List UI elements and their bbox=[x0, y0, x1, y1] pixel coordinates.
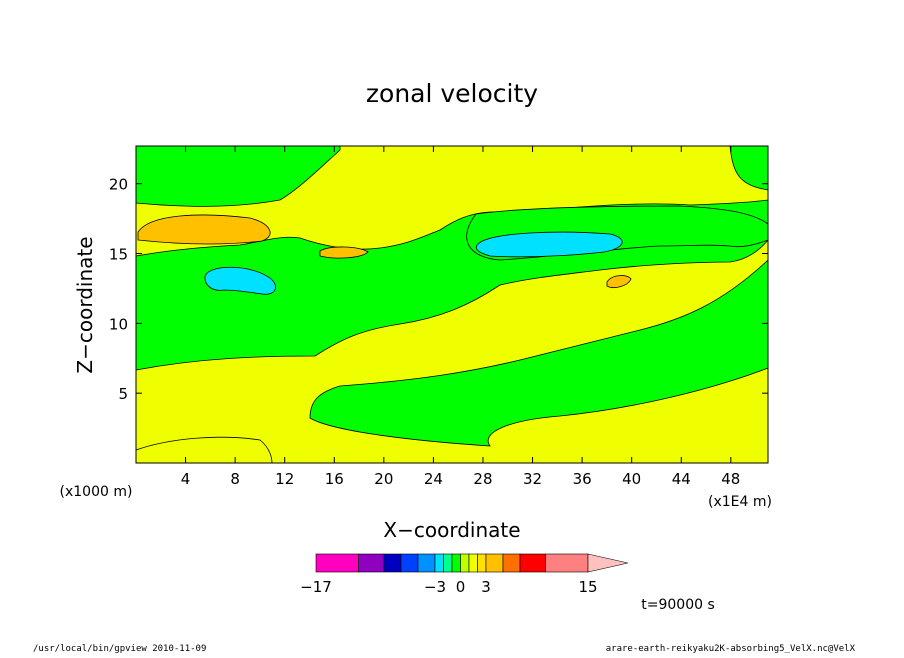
y-tick-label: 15 bbox=[109, 246, 128, 264]
x-tick-label: 4 bbox=[181, 470, 191, 488]
y-tick-label: 5 bbox=[118, 385, 128, 403]
x-tick-label: 24 bbox=[424, 470, 443, 488]
y-axis-label: Z−coordinate bbox=[73, 236, 97, 373]
x-tick-label: 28 bbox=[473, 470, 492, 488]
footer-left: /usr/local/bin/gpview 2010-11-09 bbox=[33, 644, 206, 654]
colorbar-segment bbox=[434, 553, 444, 573]
x-axis-unit: (x1E4 m) bbox=[708, 494, 772, 510]
chart-title: zonal velocity bbox=[366, 79, 538, 108]
colorbar bbox=[315, 553, 629, 573]
x-axis-label: X−coordinate bbox=[383, 518, 520, 542]
y-tick-label: 10 bbox=[109, 315, 128, 333]
colorbar-segment bbox=[358, 553, 385, 573]
x-tick-label: 44 bbox=[672, 470, 691, 488]
colorbar-segment bbox=[451, 553, 461, 573]
plot-frame bbox=[135, 145, 769, 464]
colorbar-segment bbox=[468, 553, 478, 573]
colorbar-labels: −17 −3 0 3 15 bbox=[300, 578, 597, 596]
colorbar-segment bbox=[417, 553, 436, 573]
x-tick-label: 36 bbox=[573, 470, 592, 488]
colorbar-arrow bbox=[587, 553, 629, 573]
colorbar-tick-label: −3 bbox=[424, 578, 446, 596]
colorbar-segment bbox=[460, 553, 470, 573]
colorbar-segment bbox=[502, 553, 521, 573]
x-tick-label: 32 bbox=[523, 470, 542, 488]
colorbar-tick-label: 15 bbox=[578, 578, 597, 596]
contour-region-yellow-band-lower bbox=[135, 238, 769, 464]
x-tick-label: 20 bbox=[374, 470, 393, 488]
x-tick-label: 40 bbox=[622, 470, 641, 488]
colorbar-tick-label: −17 bbox=[300, 578, 332, 596]
y-tick-label: 20 bbox=[109, 176, 128, 194]
colorbar-tick-label: 3 bbox=[481, 578, 491, 596]
time-label: t=90000 s bbox=[641, 597, 715, 613]
colorbar-segment bbox=[443, 553, 453, 573]
colorbar-segment bbox=[485, 553, 504, 573]
contour-region-orange-small-39 bbox=[606, 275, 632, 288]
colorbar-segment bbox=[383, 553, 402, 573]
colorbar-segment bbox=[545, 553, 589, 573]
colorbar-segment bbox=[400, 553, 419, 573]
y-axis-unit: (x1000 m) bbox=[60, 484, 133, 500]
footer-right: arare-earth-reikyaku2K-absorbing5_VelX.n… bbox=[606, 644, 856, 654]
contour-region-orange-small-16 bbox=[319, 246, 369, 259]
colorbar-segment bbox=[315, 553, 359, 573]
colorbar-segment bbox=[477, 553, 487, 573]
contour-region-orange-left bbox=[137, 214, 271, 245]
colorbar-segment bbox=[519, 553, 546, 573]
x-tick-label: 16 bbox=[325, 470, 344, 488]
colorbar-tick-label: 0 bbox=[456, 578, 466, 596]
x-tick-label: 12 bbox=[275, 470, 294, 488]
x-tick-label: 48 bbox=[721, 470, 740, 488]
contour-region-cyan-right bbox=[475, 231, 623, 258]
x-tick-label: 8 bbox=[230, 470, 240, 488]
contour-region-cyan-left bbox=[204, 266, 276, 295]
